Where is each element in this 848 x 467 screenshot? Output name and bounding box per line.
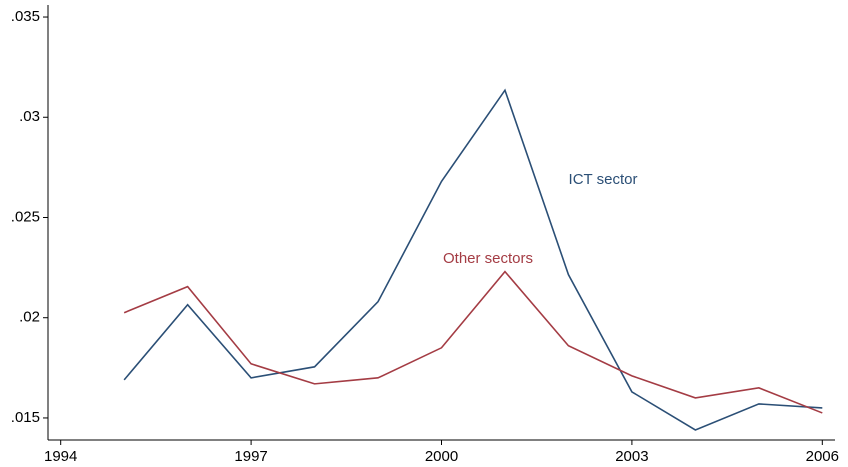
series-label: Other sectors xyxy=(443,250,533,267)
x-tick-label: 2000 xyxy=(425,448,458,465)
series-line xyxy=(123,88,823,431)
y-tick-label: .015 xyxy=(11,409,40,426)
y-tick-label: .025 xyxy=(11,208,40,225)
y-tick-label: .035 xyxy=(11,8,40,25)
series-line xyxy=(123,270,823,414)
x-tick-label: 1994 xyxy=(44,448,77,465)
y-tick-label: .03 xyxy=(19,108,40,125)
y-tick-label: .02 xyxy=(19,309,40,326)
x-tick-label: 2006 xyxy=(806,448,839,465)
x-tick-label: 2003 xyxy=(615,448,648,465)
x-tick-label: 1997 xyxy=(234,448,267,465)
series-label: ICT sector xyxy=(569,171,638,188)
